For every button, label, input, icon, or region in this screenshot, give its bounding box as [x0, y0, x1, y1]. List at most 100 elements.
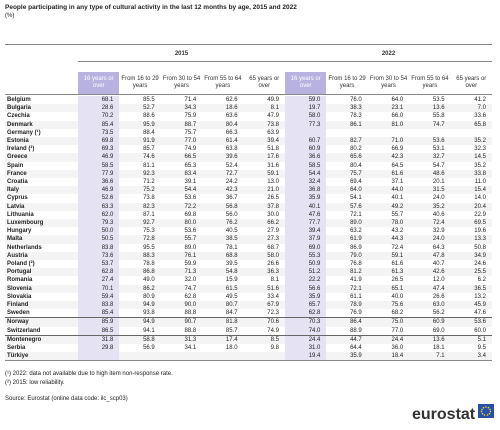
value-cell: 13.0 — [267, 179, 279, 185]
value-cell: 72.3 — [267, 310, 279, 317]
country: Serbia — [7, 345, 26, 351]
value-cell: 36.5 — [474, 285, 486, 292]
value-cell: 72.1 — [350, 285, 362, 292]
value-cell: 15.4 — [474, 187, 486, 194]
value-cell: 32.7 — [432, 154, 445, 161]
value-cell: 80.0 — [184, 220, 197, 226]
country: Ireland (²) — [7, 146, 35, 153]
value-cell: 58.0 — [267, 252, 279, 259]
value-cell: 35.2 — [432, 203, 445, 210]
value-cell: 83.8 — [78, 243, 120, 252]
row-stripe — [5, 352, 492, 361]
value-cell: 36.0 — [391, 345, 404, 351]
value-cell: 14.5 — [474, 154, 486, 161]
value-cell: 85.7 — [225, 327, 238, 334]
separator — [285, 61, 492, 62]
value-cell: 76.1 — [184, 252, 197, 259]
value-cell: 74.9 — [267, 327, 279, 334]
country: Montenegro — [7, 336, 42, 343]
country: Luxembourg — [7, 220, 44, 226]
value-cell: 90.0 — [184, 302, 197, 308]
value-cell: 88.7 — [184, 121, 197, 128]
value-cell: 76.9 — [350, 310, 362, 317]
value-cell: 82.7 — [350, 138, 362, 144]
value-cell: 26.6 — [432, 293, 445, 300]
value-cell: 56.9 — [143, 345, 155, 351]
value-cell: 56.2 — [432, 310, 445, 317]
value-cell: 35.9 — [350, 353, 362, 360]
value-cell: 31.5 — [432, 187, 445, 194]
value-cell: 19.7 — [285, 104, 327, 113]
value-cell: 31.0 — [285, 344, 327, 353]
value-cell: 69.4 — [350, 179, 362, 185]
value-cell: 51.6 — [267, 285, 279, 292]
value-cell: 40.5 — [225, 228, 238, 235]
value-cell: 66.0 — [391, 113, 404, 120]
value-cell: 83.4 — [184, 170, 197, 177]
value-cell — [78, 352, 120, 361]
value-cell: 48.6 — [432, 170, 445, 177]
value-cell: 69.5 — [474, 220, 486, 226]
value-cell: 64.4 — [350, 345, 362, 351]
value-cell: 82.3 — [143, 203, 155, 210]
value-cell: 32.3 — [474, 146, 486, 153]
value-cell: 50.8 — [474, 244, 486, 251]
value-cell: 15.9 — [225, 277, 238, 284]
separator — [78, 61, 285, 62]
value-cell: 19.4 — [285, 352, 327, 361]
value-cell: 66.3 — [225, 129, 238, 136]
value-cell: 89.0 — [184, 244, 197, 251]
value-cell: 67.9 — [267, 302, 279, 308]
country: Malta — [7, 236, 23, 243]
value-cell: 77.0 — [184, 138, 197, 144]
value-cell: 54.1 — [350, 195, 362, 202]
value-cell: 61.9 — [350, 236, 362, 243]
value-cell: 46.9 — [78, 186, 120, 195]
value-cell: 71.4 — [184, 97, 197, 103]
value-cell: 31.8 — [78, 335, 120, 344]
value-cell: 88.4 — [143, 129, 155, 136]
value-cell: 60.9 — [432, 319, 445, 326]
value-cell: 39.1 — [184, 179, 197, 185]
value-cell: 49.0 — [143, 277, 155, 284]
value-cell: 30.0 — [267, 211, 279, 218]
value-cell: 42.3 — [391, 154, 404, 161]
value-cell: 25.5 — [474, 269, 486, 276]
value-cell: 95.5 — [143, 244, 155, 251]
value-cell: 75.0 — [391, 319, 404, 326]
value-cell: 80.4 — [350, 162, 362, 169]
value-cell: 76.0 — [350, 97, 362, 103]
value-cell: 36.6 — [78, 178, 120, 187]
value-cell: 34.3 — [184, 105, 197, 112]
value-cell: 88.6 — [143, 113, 155, 120]
year-header: 2015 — [174, 50, 189, 57]
table: 2015 16 years or over From 16 to 29 years F… — [5, 44, 492, 362]
value-cell: 50.0 — [78, 227, 120, 236]
value-cell: 86.8 — [143, 269, 155, 276]
year-header: 2022 — [381, 50, 396, 57]
value-cell: 34.1 — [184, 345, 197, 351]
value-cell: 73.5 — [78, 128, 120, 137]
value-cell: 85.4 — [78, 120, 120, 129]
value-cell — [285, 128, 327, 137]
value-cell: 12.0 — [432, 277, 445, 284]
value-cell: 55.7 — [184, 236, 197, 243]
value-cell: 81.1 — [143, 162, 155, 169]
value-cell: 63.0 — [432, 302, 445, 308]
value-cell: 53.6 — [474, 319, 486, 326]
value-cell: 42.3 — [225, 187, 238, 194]
value-cell: 53.6 — [184, 228, 197, 235]
value-cell: 70.6 — [267, 319, 279, 326]
value-cell: 37.9 — [285, 235, 327, 244]
value-cell: 74.7 — [184, 285, 197, 292]
value-cell: 77.9 — [78, 169, 120, 178]
value-cell: 38.3 — [350, 105, 362, 112]
value-cell: 27.3 — [267, 236, 279, 243]
value-cell: 81.0 — [391, 121, 404, 128]
value-cell: 73.6 — [78, 251, 120, 260]
value-cell: 42.6 — [432, 269, 445, 276]
value-cell: 9.8 — [270, 345, 279, 351]
value-cell: 73.8 — [143, 195, 155, 202]
value-cell — [202, 352, 243, 360]
country: Slovenia — [7, 285, 32, 292]
